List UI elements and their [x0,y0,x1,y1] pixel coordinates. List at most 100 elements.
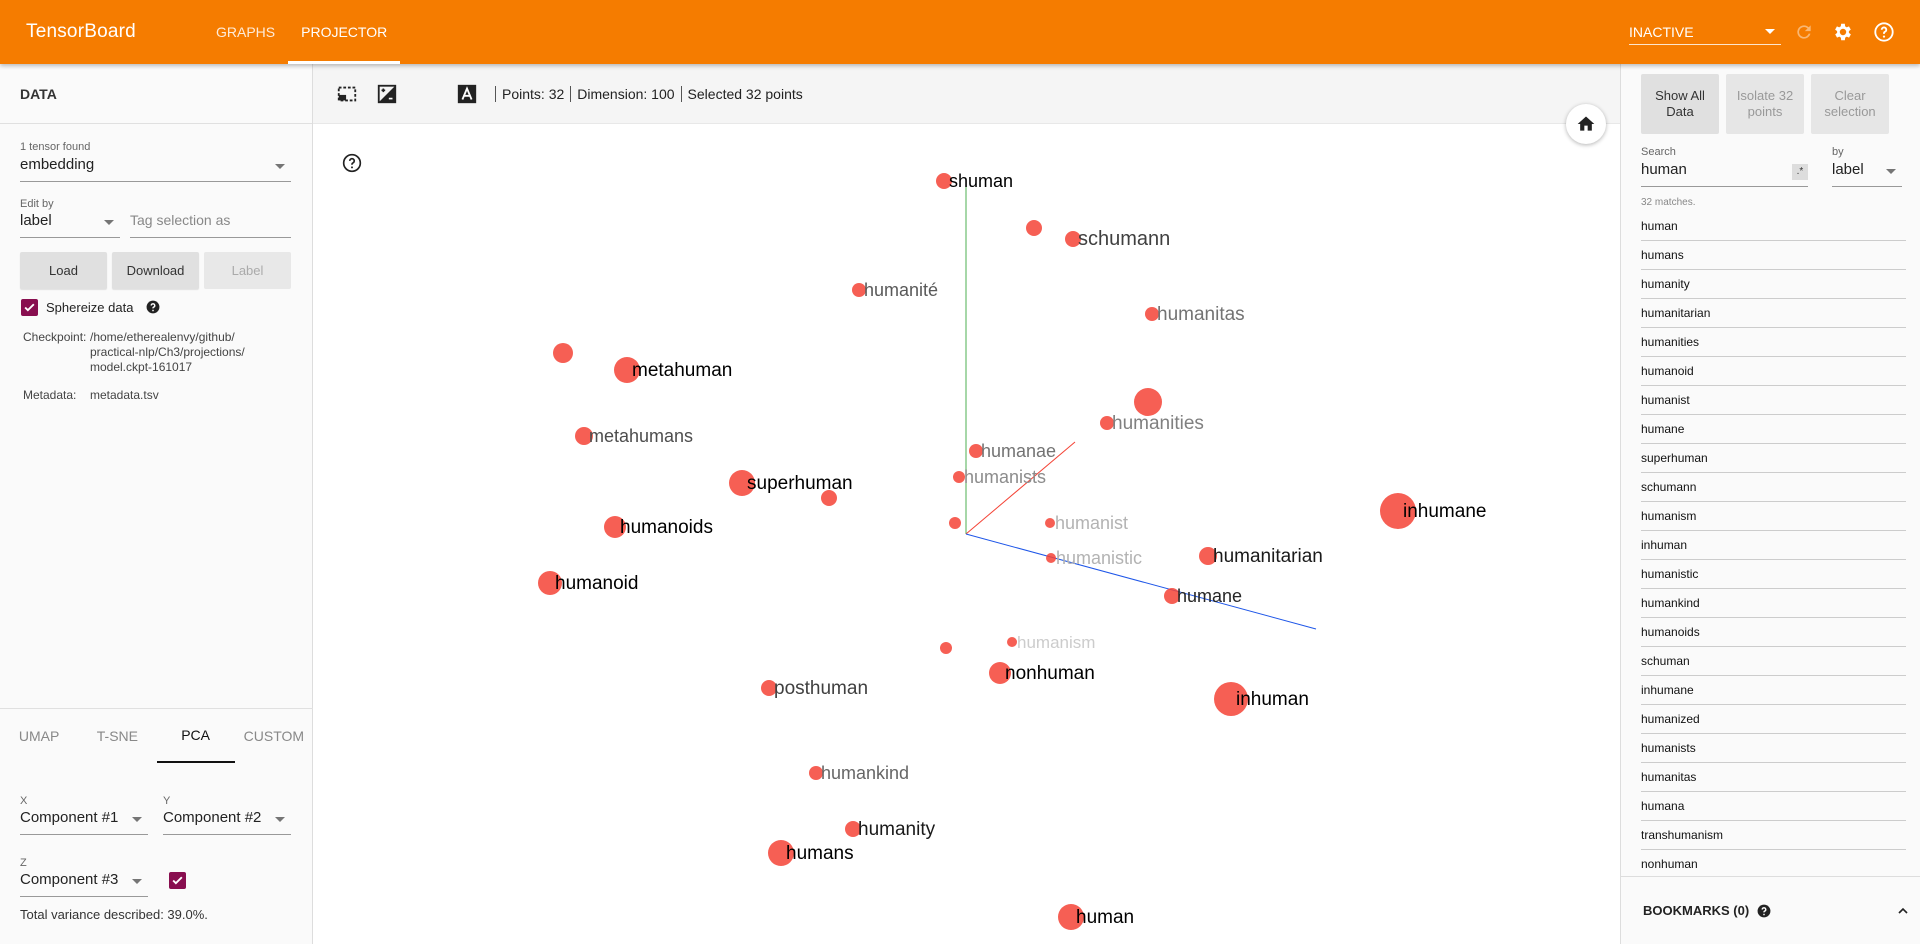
tab-pca[interactable]: PCA [156,709,235,763]
run-status-select[interactable]: INACTIVE [1629,19,1781,45]
z-component-select[interactable]: Component #3 [20,871,148,897]
scatter-point[interactable] [1058,904,1084,930]
label-button[interactable]: Label [204,252,291,289]
list-item[interactable]: humanitarian [1641,299,1906,328]
tab-custom[interactable]: CUSTOM [243,728,305,744]
scatter-point[interactable] [1065,231,1081,247]
refresh-icon[interactable] [1792,20,1816,44]
home-button[interactable] [1566,104,1606,144]
scatter-point[interactable] [845,821,861,837]
list-item[interactable]: humanistic [1641,560,1906,589]
checkpoint-line: practical-nlp/Ch3/projections/ [90,345,245,359]
load-button[interactable]: Load [20,252,107,289]
help-icon[interactable] [146,300,160,314]
scatter-point[interactable] [761,680,777,696]
scatter-point[interactable] [604,516,626,538]
scatter-point[interactable] [1145,307,1159,321]
scatter-point[interactable] [821,490,837,506]
scatter-point[interactable] [575,427,593,445]
list-item[interactable]: schumann [1641,473,1906,502]
list-item[interactable]: humanities [1641,328,1906,357]
list-item[interactable]: humans [1641,241,1906,270]
list-item[interactable]: superhuman [1641,444,1906,473]
scatter-point[interactable] [553,343,573,363]
scatter-point[interactable] [1164,588,1180,604]
scatter-point[interactable] [953,471,965,483]
scatter-point[interactable] [969,444,983,458]
label-icon[interactable] [453,80,481,108]
point-label: humanité [864,280,938,300]
scatter-point[interactable] [1007,637,1017,647]
y-component-select[interactable]: Component #2 [163,809,291,835]
scatter-point[interactable] [809,766,823,780]
isolate-points-button[interactable]: Isolate 32 points [1726,74,1804,134]
list-item[interactable]: humanitas [1641,763,1906,792]
list-item[interactable]: humanist [1641,386,1906,415]
regex-toggle[interactable]: .* [1792,164,1808,180]
scatter-point[interactable] [768,840,794,866]
scatter-point[interactable] [940,642,952,654]
chevron-up-icon[interactable] [1895,903,1911,919]
z-enable-checkbox[interactable] [169,872,186,889]
tensor-select[interactable]: embedding [20,156,291,182]
tab-projector[interactable]: PROJECTOR [288,0,401,64]
list-item[interactable]: nonhuman [1641,850,1906,879]
list-item[interactable]: humanism [1641,502,1906,531]
scatter-point[interactable] [936,173,952,189]
list-item[interactable]: humanoids [1641,618,1906,647]
help-icon[interactable] [1757,904,1771,918]
list-item[interactable]: inhuman [1641,531,1906,560]
tab-tsne[interactable]: T-SNE [96,728,138,744]
gear-icon[interactable] [1831,20,1855,44]
scatter-point[interactable] [1214,682,1248,716]
scatter-point[interactable] [1134,388,1162,416]
help-icon[interactable] [342,153,362,173]
search-by-select[interactable]: label [1832,161,1902,187]
list-item[interactable]: transhumanism [1641,821,1906,850]
night-mode-icon[interactable] [373,80,401,108]
scatter-point[interactable] [614,357,640,383]
search-input[interactable]: human .* [1641,161,1808,187]
help-icon[interactable] [1872,20,1896,44]
edit-by-select[interactable]: label [20,212,120,238]
contrast-icon[interactable] [413,80,441,108]
tab-graphs[interactable]: GRAPHS [216,24,276,40]
list-item[interactable]: humanity [1641,270,1906,299]
sphereize-checkbox[interactable] [21,299,38,316]
point-label: humane [1177,586,1242,606]
scatter-point[interactable] [538,571,562,595]
tab-umap[interactable]: UMAP [18,728,60,744]
scatter-point[interactable] [1199,547,1217,565]
scatter-point[interactable] [852,283,866,297]
scatter-point[interactable] [1045,518,1055,528]
list-item[interactable]: humana [1641,792,1906,821]
scatter-point[interactable] [1026,220,1042,236]
list-item[interactable]: humane [1641,415,1906,444]
point-label: human [1076,907,1134,928]
list-item[interactable]: human [1641,212,1906,241]
scatter-point[interactable] [1100,416,1114,430]
scatter-point[interactable] [949,517,961,529]
scatter-point[interactable] [729,470,755,496]
point-label: superhuman [747,473,853,494]
checkpoint-value: /home/etherealenvy/github/ practical-nlp… [90,330,245,375]
scatter-point[interactable] [1046,553,1056,563]
scatter-point[interactable] [1380,493,1416,529]
points-count: Points: 32 [495,85,570,102]
list-item[interactable]: humankind [1641,589,1906,618]
check-icon [172,876,183,885]
x-component-select[interactable]: Component #1 [20,809,148,835]
show-all-data-button[interactable]: Show All Data [1641,74,1719,134]
list-item[interactable]: inhumane [1641,676,1906,705]
clear-selection-button[interactable]: Clear selection [1811,74,1889,134]
scatter-point[interactable] [989,662,1011,684]
select-rectangle-icon[interactable] [333,80,361,108]
tag-selection-input[interactable]: Tag selection as [130,212,291,238]
bookmarks-header[interactable]: BOOKMARKS (0) [1621,876,1920,944]
list-item[interactable]: humanists [1641,734,1906,763]
list-item[interactable]: humanoid [1641,357,1906,386]
list-item[interactable]: humanized [1641,705,1906,734]
scatter-plot[interactable]: shuman schumann humanité humanitas metahuman… [313,64,1620,944]
download-button[interactable]: Download [112,252,199,289]
list-item[interactable]: schuman [1641,647,1906,676]
